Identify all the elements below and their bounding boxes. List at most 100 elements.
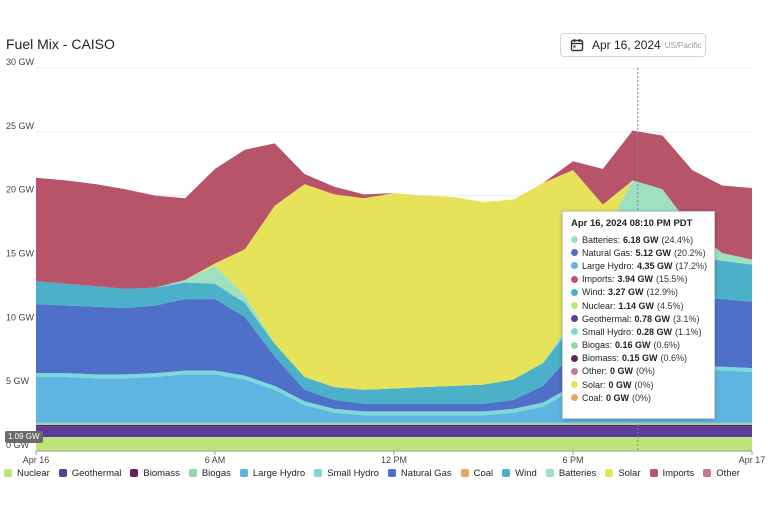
tooltip-row-label: Large Hydro: (582, 260, 635, 271)
tooltip-row-label: Small Hydro: (582, 326, 634, 337)
page-title: Fuel Mix - CAISO (6, 36, 115, 52)
chart-legend: Nuclear Geothermal Biomass Biogas Large Hydr… (4, 464, 768, 482)
legend-item-geothermal[interactable]: Geothermal (58, 467, 122, 479)
legend-item-large-hydro[interactable]: Large Hydro (239, 468, 305, 479)
tooltip-row: Biomass: 0.15 GW (0.6%) (571, 352, 708, 365)
tooltip-row-percent: (4.5%) (657, 300, 684, 311)
tooltip-row: Natural Gas: 5.12 GW (20.2%) (571, 246, 708, 259)
legend-item-wind[interactable]: Wind (502, 468, 537, 479)
legend-label: Small Hydro (327, 467, 379, 479)
legend-item-solar[interactable]: Solar (605, 467, 641, 479)
tooltip-row-value: 0.28 GW (636, 326, 673, 337)
tooltip-row-percent: (12.9%) (646, 287, 679, 298)
tooltip-row-percent: (1.1%) (675, 326, 702, 337)
tooltip-row-percent: (17.2%) (675, 260, 708, 271)
legend-item-batteries[interactable]: Batteries (545, 467, 597, 479)
tooltip-row: Small Hydro: 0.28 GW (1.1%) (571, 325, 708, 338)
legend-swatch-icon (703, 469, 712, 477)
legend-swatch-icon (239, 469, 248, 477)
series-dot-icon (571, 302, 578, 310)
series-dot-icon (571, 381, 578, 389)
tooltip-row: Wind: 3.27 GW (12.9%) (571, 286, 708, 299)
date-picker[interactable]: Apr 16, 2024 US/Pacific (560, 33, 706, 57)
x-tick-label: Apr 17 (739, 455, 766, 465)
y-tick-label: 25 GW (6, 121, 35, 131)
tooltip-row-label: Natural Gas: (582, 247, 633, 258)
legend-item-small-hydro[interactable]: Small Hydro (314, 468, 379, 479)
legend-label: Nuclear (17, 467, 50, 479)
legend-label: Other (716, 467, 740, 479)
tooltip-row-value: 0.15 GW (622, 353, 658, 364)
series-dot-icon (571, 249, 578, 257)
legend-swatch-icon (605, 469, 614, 477)
legend-swatch-icon (4, 469, 12, 477)
y-tick-label: 10 GW (6, 312, 35, 322)
y-tick-label: 5 GW (6, 376, 30, 386)
tooltip-row-value: 0.16 GW (615, 340, 651, 351)
tooltip-row-label: Biomass: (582, 353, 620, 364)
legend-label: Solar (618, 467, 641, 479)
series-dot-icon (571, 341, 578, 349)
area-wind (36, 255, 752, 404)
area-biomass (36, 424, 752, 427)
series-dot-icon (571, 275, 578, 283)
y-tick-label: 15 GW (6, 249, 35, 259)
legend-item-biogas[interactable]: Biogas (188, 467, 231, 479)
tooltip-row-value: 0 GW (610, 366, 634, 377)
tooltip-row-label: Biogas: (582, 340, 613, 351)
tooltip-row-percent: (0.6%) (653, 340, 681, 351)
tooltip-row-label: Batteries: (582, 234, 621, 245)
tooltip-title: Apr 16, 2024 08:10 PM PDT (571, 218, 693, 229)
legend-label: Wind (515, 467, 537, 479)
legend-item-coal[interactable]: Coal (460, 467, 494, 479)
tooltip-row-label: Nuclear: (582, 300, 616, 311)
legend-swatch-icon (502, 469, 511, 477)
legend-item-imports[interactable]: Imports (649, 467, 695, 479)
legend-swatch-icon (545, 469, 554, 477)
series-dot-icon (571, 367, 578, 375)
legend-label: Natural Gas (400, 467, 452, 479)
legend-label: Biogas (201, 467, 231, 479)
calendar-icon (570, 39, 584, 52)
legend-item-nuclear[interactable]: Nuclear (4, 468, 50, 479)
tooltip-row-label: Coal: (582, 392, 604, 403)
tooltip-row-value: 1.14 GW (618, 300, 655, 311)
y-tick-label: 0 GW (6, 440, 30, 450)
legend-item-natural-gas[interactable]: Natural Gas (387, 467, 452, 479)
legend-swatch-icon (130, 469, 139, 477)
legend-item-biomass[interactable]: Biomass (130, 468, 180, 479)
legend-label: Imports (662, 467, 695, 479)
tooltip-row: Coal: 0 GW (0%) (571, 391, 708, 404)
legend-swatch-icon (387, 469, 396, 477)
tooltip-row: Biogas: 0.16 GW (0.6%) (571, 339, 708, 352)
tooltip-row-value: 0 GW (606, 392, 630, 403)
tooltip-row-percent: (0.6%) (660, 353, 688, 364)
legend-swatch-icon (188, 469, 197, 477)
tooltip-row-label: Solar: (582, 379, 606, 390)
legend-swatch-icon (649, 469, 658, 477)
tooltip-row-percent: (0%) (632, 392, 652, 403)
tooltip-row-percent: (15.5%) (656, 274, 688, 285)
tooltip-row-label: Geothermal: (582, 313, 632, 324)
tooltip-row-value: 3.27 GW (608, 287, 644, 298)
tooltip-row-label: Imports: (582, 274, 615, 285)
tooltip-row-value: 4.35 GW (637, 260, 673, 271)
tooltip-row-label: Wind: (582, 287, 606, 298)
series-dot-icon (571, 328, 578, 336)
date-value: Apr 16, 2024 (592, 38, 661, 52)
tooltip-row-percent: (3.1%) (673, 313, 700, 324)
tooltip-row: Nuclear: 1.14 GW (4.5%) (571, 299, 708, 312)
series-dot-icon (571, 288, 578, 296)
legend-label: Coal (473, 467, 494, 479)
series-dot-icon (571, 236, 578, 244)
legend-label: Geothermal (71, 467, 122, 479)
tooltip-row-value: 3.94 GW (617, 274, 654, 285)
legend-label: Batteries (558, 467, 597, 479)
area-biogas (36, 422, 752, 425)
tooltip-row: Imports: 3.94 GW (15.5%) (571, 273, 708, 286)
legend-item-other[interactable]: Other (703, 468, 740, 479)
x-tick-label: Apr 16 (23, 455, 50, 465)
legend-swatch-icon (314, 469, 323, 477)
area-geothermal (36, 426, 752, 437)
y-tick-label: 20 GW (6, 185, 35, 195)
